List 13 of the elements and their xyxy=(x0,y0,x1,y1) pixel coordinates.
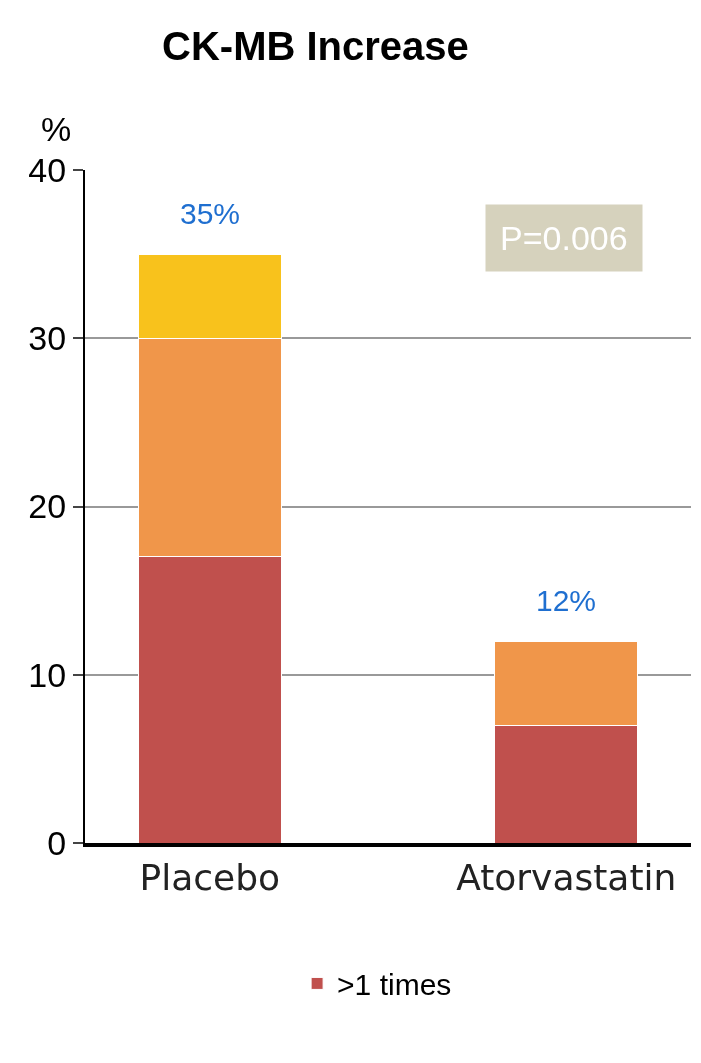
y-tick-label: 10 xyxy=(28,655,67,694)
y-tick-label: 30 xyxy=(28,319,67,358)
annotation: P=0.006 xyxy=(500,219,628,257)
legend-label: >1 times xyxy=(337,968,452,1002)
x-tick-label: Atorvastatin xyxy=(456,857,677,899)
y-tick-label: 0 xyxy=(47,823,67,862)
y-tick-label: 40 xyxy=(28,150,67,189)
total-label: 35% xyxy=(180,197,241,230)
y-axis-title: % xyxy=(41,110,72,148)
y-tick-label: 20 xyxy=(28,487,67,526)
chart-title: CK-MB Increase xyxy=(162,23,469,68)
x-tick-label: Placebo xyxy=(139,857,281,899)
total-label: 12% xyxy=(536,584,597,617)
